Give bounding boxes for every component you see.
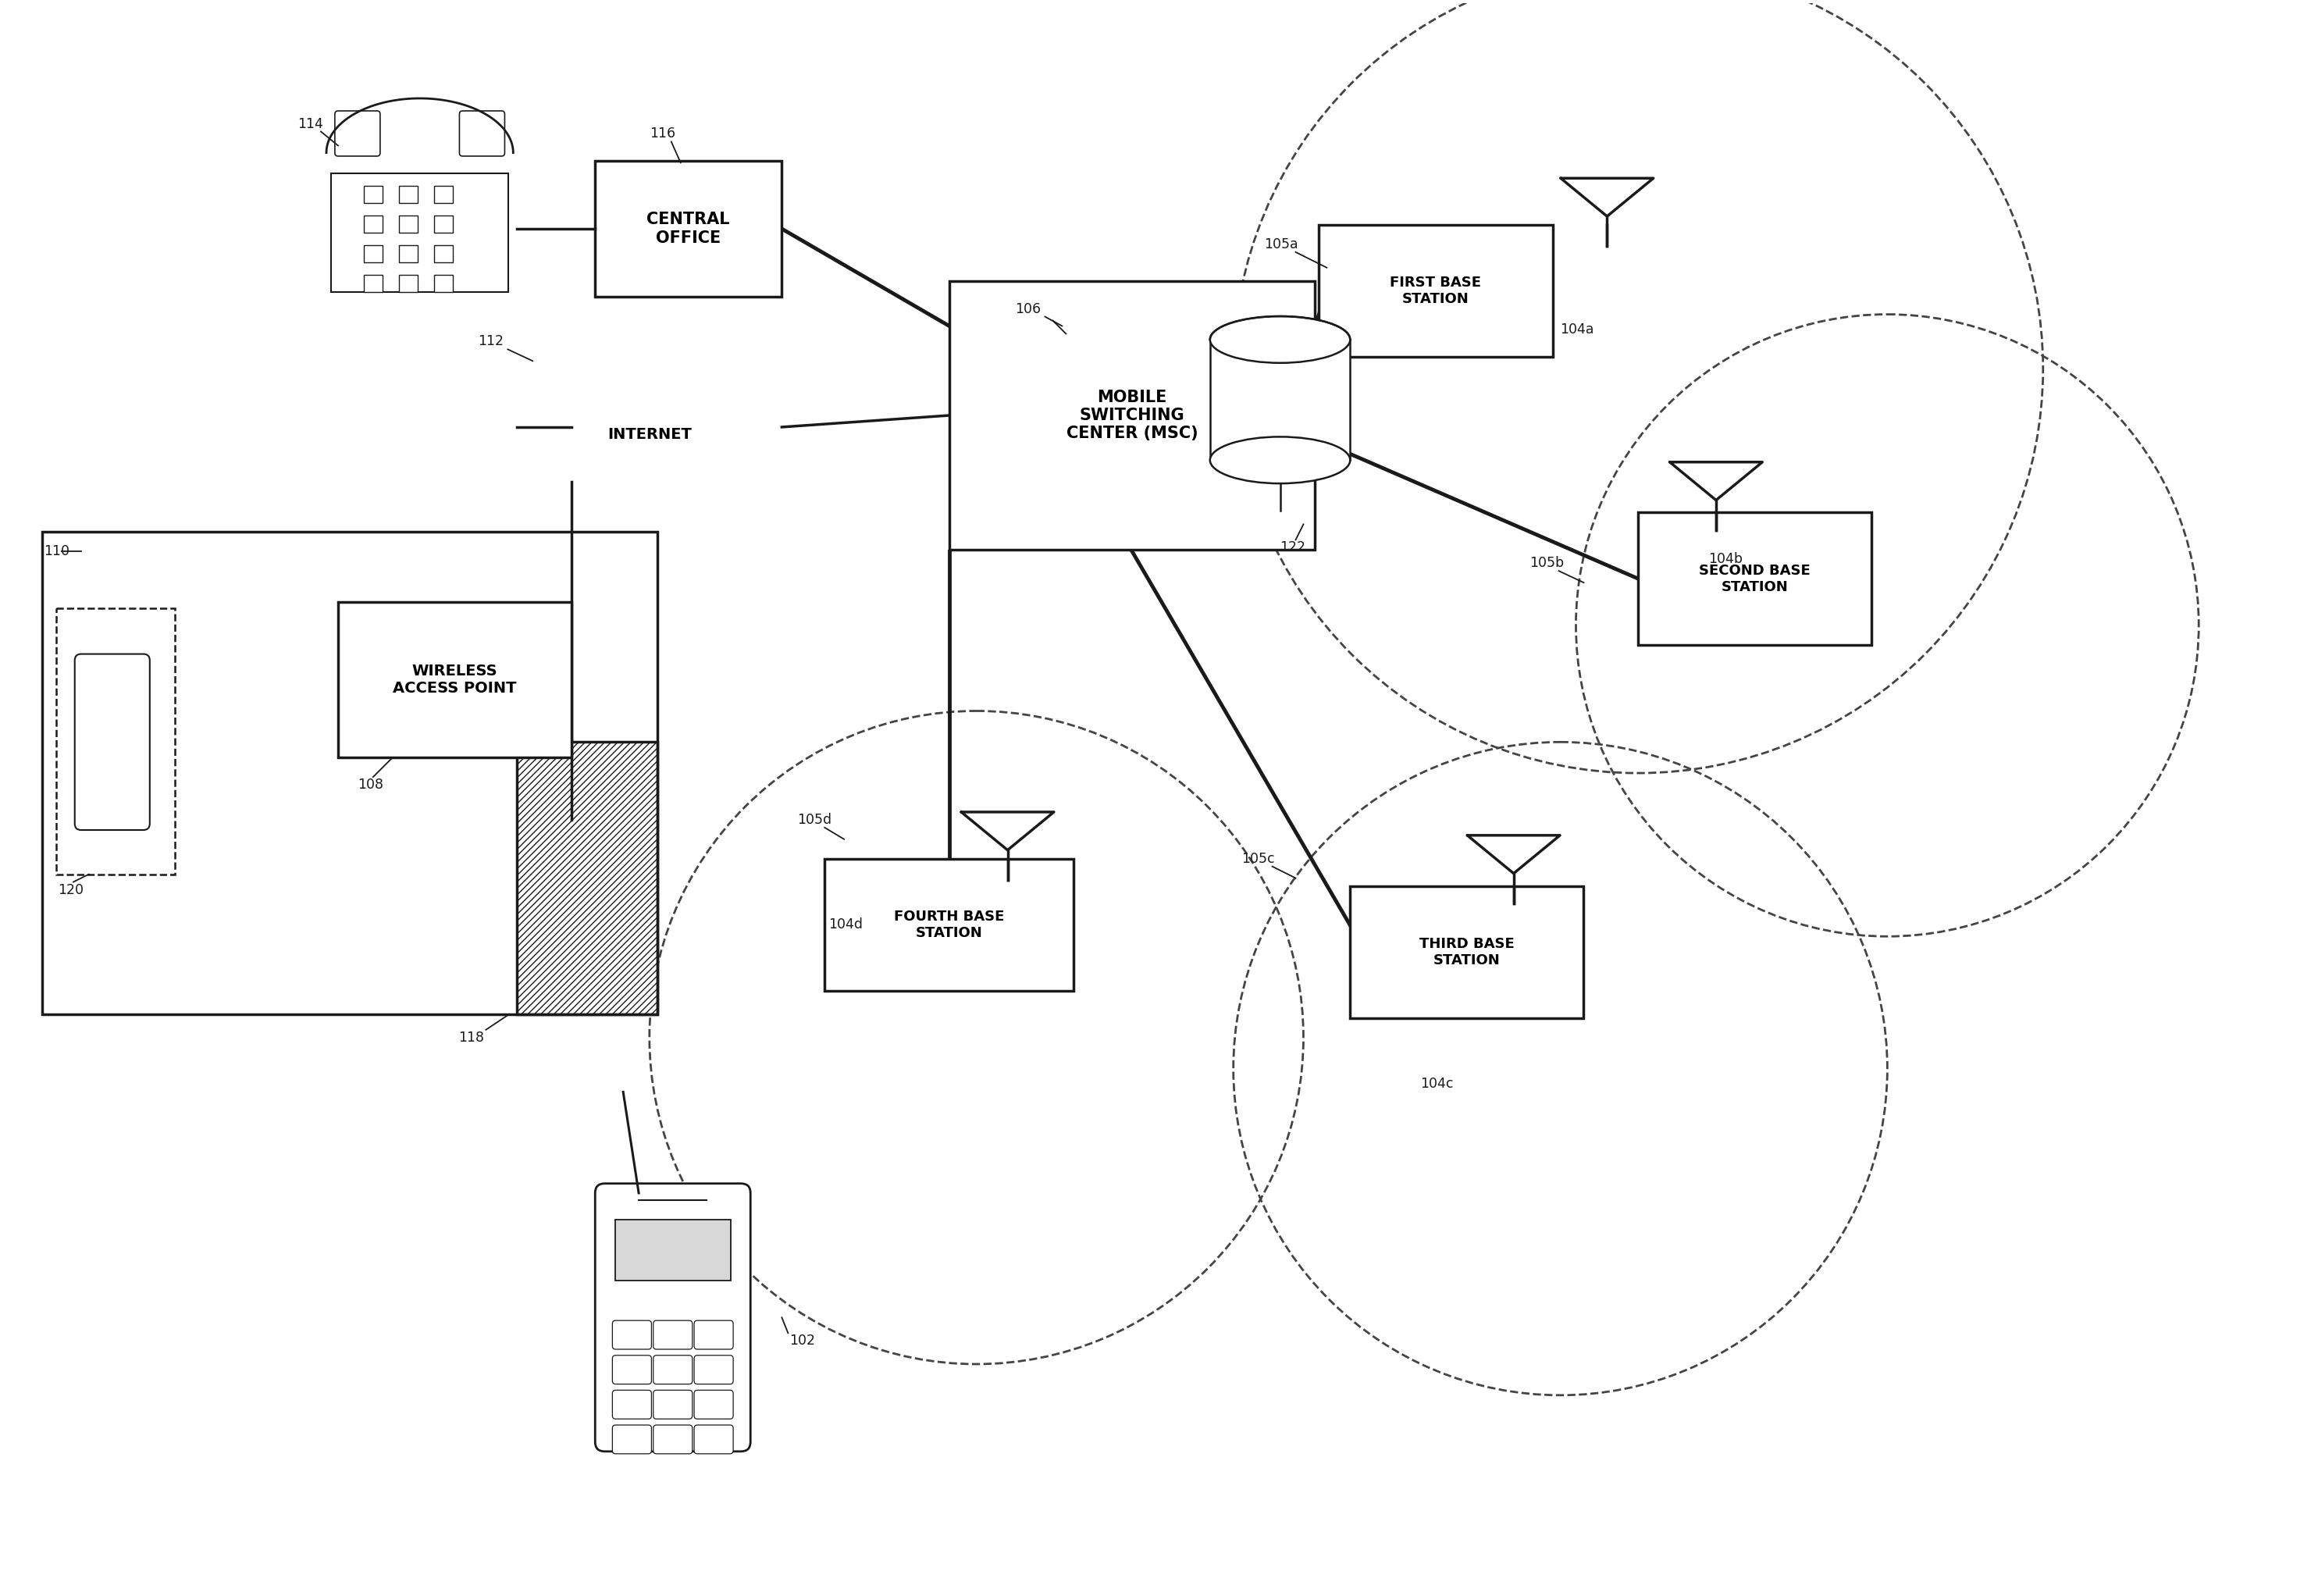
FancyBboxPatch shape — [594, 161, 781, 297]
FancyBboxPatch shape — [460, 110, 504, 156]
Text: 118: 118 — [458, 1031, 485, 1044]
Text: CENTRAL
OFFICE: CENTRAL OFFICE — [647, 212, 730, 246]
Text: SECOND BASE
STATION: SECOND BASE STATION — [1699, 563, 1812, 594]
Ellipse shape — [622, 365, 705, 426]
FancyBboxPatch shape — [363, 246, 381, 262]
Text: WIRELESS
ACCESS POINT: WIRELESS ACCESS POINT — [393, 664, 518, 696]
Text: INTERNET: INTERNET — [608, 428, 691, 442]
FancyBboxPatch shape — [363, 187, 381, 203]
FancyBboxPatch shape — [693, 1320, 733, 1349]
Text: 102: 102 — [790, 1334, 816, 1347]
Text: 122: 122 — [1280, 541, 1306, 555]
Text: 104c: 104c — [1421, 1077, 1454, 1092]
FancyBboxPatch shape — [335, 110, 379, 156]
Text: 112: 112 — [478, 335, 504, 348]
Ellipse shape — [689, 412, 763, 463]
FancyBboxPatch shape — [615, 1219, 730, 1282]
FancyBboxPatch shape — [337, 602, 571, 758]
FancyBboxPatch shape — [612, 1390, 652, 1419]
FancyBboxPatch shape — [950, 281, 1315, 549]
FancyBboxPatch shape — [434, 246, 453, 262]
FancyBboxPatch shape — [400, 275, 418, 292]
FancyBboxPatch shape — [42, 531, 656, 1013]
FancyBboxPatch shape — [363, 215, 381, 233]
Text: 114: 114 — [298, 117, 324, 131]
FancyBboxPatch shape — [434, 187, 453, 203]
FancyBboxPatch shape — [1320, 225, 1553, 358]
FancyBboxPatch shape — [654, 1355, 693, 1384]
FancyBboxPatch shape — [654, 1390, 693, 1419]
FancyBboxPatch shape — [74, 654, 150, 830]
Ellipse shape — [1211, 316, 1350, 362]
FancyBboxPatch shape — [693, 1425, 733, 1454]
FancyBboxPatch shape — [434, 215, 453, 233]
Text: 105b: 105b — [1530, 555, 1565, 570]
Ellipse shape — [582, 373, 661, 429]
Ellipse shape — [592, 391, 707, 463]
FancyBboxPatch shape — [612, 1320, 652, 1349]
FancyBboxPatch shape — [434, 275, 453, 292]
Ellipse shape — [666, 385, 744, 439]
FancyBboxPatch shape — [1638, 512, 1872, 645]
Text: 106: 106 — [1015, 302, 1042, 316]
FancyBboxPatch shape — [654, 1425, 693, 1454]
FancyBboxPatch shape — [1350, 886, 1583, 1018]
FancyBboxPatch shape — [400, 215, 418, 233]
Text: 116: 116 — [649, 126, 675, 140]
Polygon shape — [326, 99, 513, 153]
FancyBboxPatch shape — [400, 246, 418, 262]
Text: 104b: 104b — [1708, 552, 1742, 567]
FancyBboxPatch shape — [693, 1355, 733, 1384]
Text: 105c: 105c — [1241, 852, 1273, 865]
Text: 104d: 104d — [830, 918, 862, 932]
Text: 105d: 105d — [797, 812, 832, 827]
Text: 105a: 105a — [1264, 238, 1299, 251]
Text: MOBILE
SWITCHING
CENTER (MSC): MOBILE SWITCHING CENTER (MSC) — [1065, 389, 1197, 442]
FancyBboxPatch shape — [612, 1355, 652, 1384]
FancyBboxPatch shape — [400, 187, 418, 203]
Text: FIRST BASE
STATION: FIRST BASE STATION — [1391, 276, 1481, 306]
FancyBboxPatch shape — [330, 174, 508, 292]
Text: 110: 110 — [44, 544, 69, 559]
FancyBboxPatch shape — [596, 1184, 751, 1451]
Ellipse shape — [649, 423, 728, 477]
FancyBboxPatch shape — [363, 275, 381, 292]
FancyBboxPatch shape — [55, 608, 176, 875]
Ellipse shape — [1211, 437, 1350, 484]
Ellipse shape — [543, 402, 626, 461]
FancyBboxPatch shape — [612, 1425, 652, 1454]
Text: 120: 120 — [58, 883, 83, 897]
Ellipse shape — [601, 425, 684, 480]
Text: THIRD BASE
STATION: THIRD BASE STATION — [1419, 937, 1514, 967]
FancyBboxPatch shape — [825, 859, 1075, 991]
Text: FOURTH BASE
STATION: FOURTH BASE STATION — [894, 910, 1005, 940]
Text: 104a: 104a — [1560, 322, 1595, 337]
FancyBboxPatch shape — [654, 1320, 693, 1349]
FancyBboxPatch shape — [693, 1390, 733, 1419]
Text: 108: 108 — [358, 777, 384, 792]
Bar — [1211, 340, 1350, 460]
